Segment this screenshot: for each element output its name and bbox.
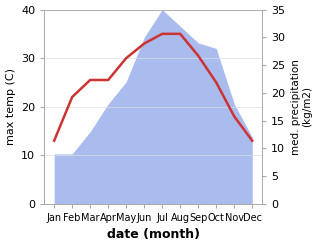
Y-axis label: med. precipitation
(kg/m2): med. precipitation (kg/m2) [291, 59, 313, 155]
X-axis label: date (month): date (month) [107, 228, 200, 242]
Y-axis label: max temp (C): max temp (C) [5, 68, 16, 145]
